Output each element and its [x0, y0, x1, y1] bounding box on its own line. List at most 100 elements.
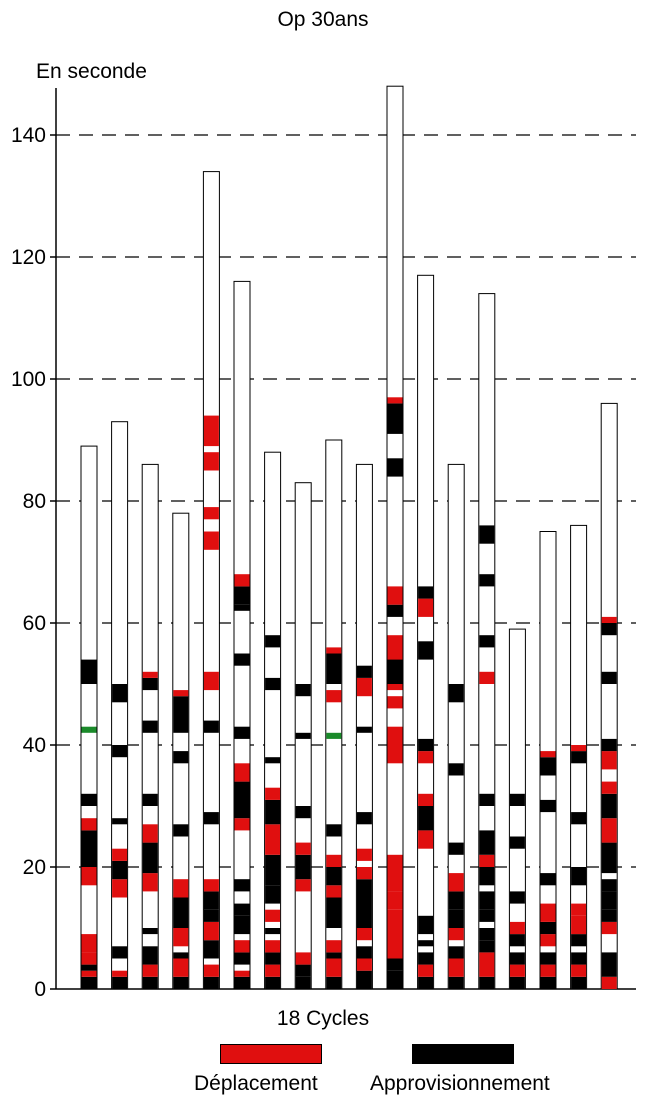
bar-cycle-3-segment-8: [142, 793, 158, 806]
bar-cycle-2: [111, 421, 129, 990]
y-tick-label-60: 60: [23, 612, 46, 635]
bar-cycle-17-segment-3: [571, 952, 587, 965]
bar-cycle-12-segment-10: [418, 751, 434, 764]
bar-cycle-1: [80, 445, 98, 990]
bar-cycle-7-segment-10: [265, 799, 281, 825]
bar-cycle-13-segment-6: [448, 891, 464, 910]
y-tick-label-20: 20: [23, 856, 46, 879]
bar-cycle-12-segment-14: [418, 586, 434, 599]
bar-cycle-17-segment-8: [571, 812, 587, 825]
bar-cycle-17-segment-4: [571, 934, 587, 947]
bar-cycle-13-segment-4: [448, 928, 464, 941]
bar-cycle-17-segment-6: [571, 903, 587, 916]
bar-cycle-6-segment-15: [234, 574, 250, 587]
bar-cycle-16-segment-1: [540, 976, 556, 989]
bar-cycle-8-segment-6: [295, 854, 311, 867]
bar-cycle-14-segment-11: [479, 671, 495, 684]
bar-cycle-15-segment-1: [509, 976, 525, 989]
bar-cycle-18-segment-8: [601, 818, 617, 843]
bar-cycle-6-segment-5: [234, 915, 250, 935]
bar-cycle-2-segment-7: [112, 818, 128, 825]
bar-cycle-9-segment-2: [326, 958, 342, 977]
bar-cycle-10-segment-3: [356, 946, 372, 959]
y-tick-label-120: 120: [11, 246, 46, 269]
y-tick-label-0: 0: [34, 978, 46, 1001]
bar-cycle-11-segment-8: [387, 696, 403, 709]
bar-cycle-6-segment-10: [234, 763, 250, 782]
bar-cycle-2-segment-3: [112, 946, 128, 959]
bar-cycle-9-segment-7: [326, 867, 342, 886]
legend: Déplacement Approvisionnement: [0, 1040, 646, 1100]
bar-cycle-6-segment-1: [234, 976, 250, 989]
legend-swatch-deplacement: [220, 1044, 322, 1064]
bar-cycle-2-segment-9: [112, 684, 128, 703]
bar-cycle-9-segment-11: [326, 690, 342, 703]
bar-cycle-16-segment-5: [540, 921, 556, 935]
bar-cycle-7-segment-1: [265, 976, 281, 989]
bar-cycle-15-segment-2: [509, 964, 525, 977]
bar-cycle-8-segment-8: [295, 806, 311, 819]
bar-cycle-9-segment-12: [326, 653, 342, 684]
bar-cycle-4-segment-8: [173, 751, 189, 764]
bar-cycle-18-segment-14: [601, 623, 617, 636]
bar-cycle-8-segment-2: [295, 964, 311, 977]
bar-cycle-18-segment-15: [601, 616, 617, 623]
bar-cycle-17-segment-2: [571, 964, 587, 977]
bar-cycle-18-segment-6: [601, 879, 617, 892]
bar-cycle-7-segment-3: [265, 952, 281, 965]
bar-cycle-8-segment-5: [295, 867, 311, 880]
bar-cycle-12-segment-13: [418, 598, 434, 617]
bar-cycle-4-segment-3: [173, 952, 189, 959]
bar-cycle-11-segment-16: [387, 397, 403, 404]
bar-cycle-17-segment-9: [571, 751, 587, 764]
bar-cycle-6-segment-14: [234, 586, 250, 605]
bar-cycle-18-segment-9: [601, 793, 617, 819]
bar-cycle-14-segment-13: [479, 574, 495, 587]
bar-cycle-7-segment-6: [265, 909, 281, 922]
bar-cycle-3-segment-6: [142, 842, 158, 874]
bar-cycle-14-segment-3: [479, 940, 495, 953]
bar-cycle-9-segment-8: [326, 854, 342, 867]
bar-cycle-5: [202, 171, 220, 990]
bar-cycle-9-segment-10: [326, 732, 342, 739]
bar-cycle-15-segment-6: [509, 891, 525, 904]
bar-cycle-14-segment-6: [479, 891, 495, 910]
bar-cycle-2-segment-8: [112, 745, 128, 758]
bar-cycle-18-segment-4: [601, 909, 617, 922]
y-tick-label-140: 140: [11, 124, 46, 147]
bar-cycle-14-segment-10: [479, 793, 495, 806]
bar-cycle-3-segment-4: [142, 928, 158, 935]
bar-cycle-18-segment-5: [601, 891, 617, 910]
bar-cycle-7-segment-4: [265, 940, 281, 953]
bar-cycle-10-segment-4: [356, 928, 372, 941]
bar-cycle-5-segment-12: [203, 507, 219, 520]
bar-cycle-16-segment-4: [540, 934, 556, 947]
stacked-bar-chart: 0 20 40 60 80 100 120 140: [11, 85, 636, 1001]
bar-cycle-1-segment-6: [81, 867, 97, 886]
bar-cycle-5-segment-13: [203, 452, 219, 471]
bar-cycle-5-segment-10: [203, 671, 219, 691]
bar-cycle-1-segment-7: [81, 830, 97, 867]
bar-cycle-12-segment-1: [418, 976, 434, 989]
bar-cycle-14-segment-14: [479, 525, 495, 544]
y-tick-label-40: 40: [23, 734, 46, 757]
bar-cycle-1-segment-9: [81, 793, 97, 806]
bar-cycle-9-segment-13: [326, 647, 342, 654]
bar-cycle-14-segment-2: [479, 952, 495, 977]
bar-cycle-2-segment-4: [112, 879, 128, 898]
bar-cycle-9-segment-5: [326, 897, 342, 928]
bar-cycle-11: [386, 85, 404, 990]
bar-cycle-5-segment-14: [203, 415, 219, 447]
bar-cycle-5-segment-9: [203, 720, 219, 733]
bar-cycle-15-segment-3: [509, 952, 525, 965]
bar-cycle-4-segment-1: [173, 976, 189, 989]
x-axis-label: 18 Cycles: [276, 1007, 370, 1030]
bar-cycle-4-segment-6: [173, 879, 189, 898]
bar-cycle-7-segment-7: [265, 885, 281, 904]
bar-cycle-10-segment-2: [356, 958, 372, 971]
bar-cycle-6-segment-9: [234, 781, 250, 819]
bar-cycle-8-segment-1: [295, 976, 311, 989]
bar-cycle-3-segment-2: [142, 964, 158, 977]
bar-cycle-17-segment-1: [571, 976, 587, 989]
bar-cycle-13-segment-1: [448, 976, 464, 989]
